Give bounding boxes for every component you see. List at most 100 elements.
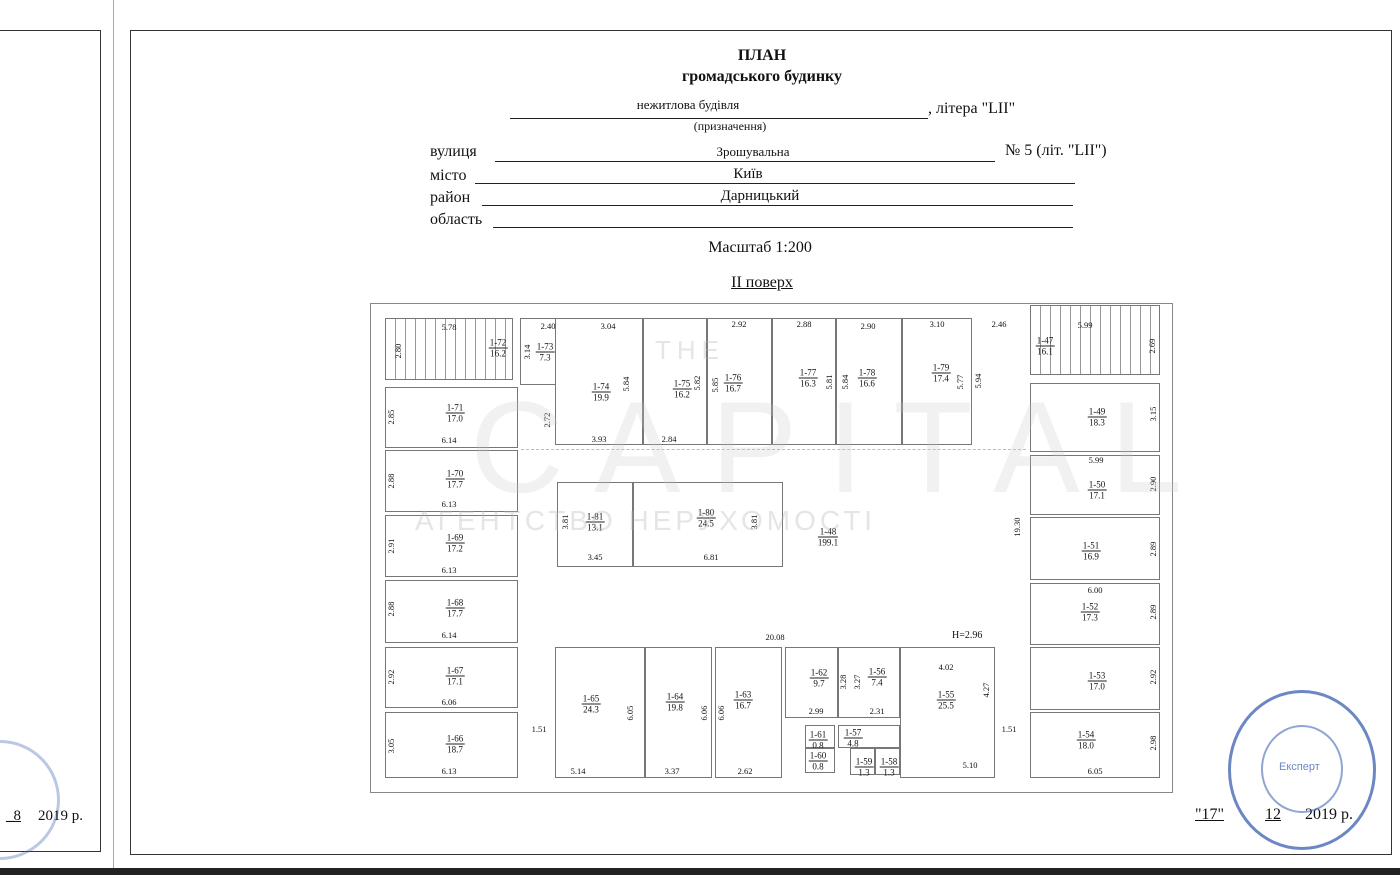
page-divider: [113, 0, 114, 870]
room-label: 1-47 16.1: [1035, 336, 1055, 357]
room-number: 1-50: [1087, 479, 1107, 491]
room-1-49: [1030, 383, 1160, 452]
room-area: 1.3: [858, 767, 870, 778]
dimension-label: 2.40: [540, 321, 556, 331]
room-1-59: [850, 748, 875, 775]
room-area: 17.1: [447, 676, 463, 687]
dimension-label: 3.28: [838, 674, 848, 690]
room-label: 1-80 24.5: [696, 508, 716, 529]
dimension-label: 6.06: [716, 705, 726, 721]
purpose-value: нежитлова будівля: [636, 97, 740, 112]
watermark-line3: АГЕНТСТВО НЕРУХОМОСТІ: [415, 505, 877, 536]
dimension-label: 2.88: [386, 473, 396, 489]
room-area: 19.9: [593, 392, 609, 403]
room-number: 1-72: [488, 337, 508, 349]
room-area: 17.0: [447, 413, 463, 424]
room-label: 1-66 18.7: [445, 734, 465, 755]
room-label: 1-69 17.2: [445, 533, 465, 554]
room-number: 1-55: [936, 689, 956, 701]
room-area: 4.8: [847, 738, 859, 749]
dimension-label: 6.00: [1087, 585, 1103, 595]
room-area: 199.1: [817, 537, 839, 548]
room-area: 16.7: [735, 700, 751, 711]
floor-label: II поверх: [731, 274, 793, 291]
stair-1-47: [1030, 305, 1160, 375]
room-label: 1-61 0.8: [808, 730, 828, 751]
room-1-79: [902, 318, 972, 445]
dimension-label: 2.88: [386, 601, 396, 617]
dimension-label: 6.14: [441, 435, 457, 445]
dimension-label: 5.14: [570, 766, 586, 776]
dimension-label: 2.89: [1148, 604, 1158, 620]
room-1-74: [555, 318, 643, 445]
room-number: 1-70: [445, 468, 465, 480]
room-area: 17.7: [447, 608, 463, 619]
room-label: 1-64 19.8: [665, 691, 685, 713]
dimension-label: 4.27: [981, 682, 991, 698]
room-label: 1-60 0.8: [808, 750, 828, 772]
room-number: 1-79: [931, 362, 951, 374]
room-label: 1-74 19.9: [591, 381, 611, 403]
room-number: 1-75: [672, 378, 692, 390]
room-label: 1-71 17.0: [445, 402, 465, 424]
room-number: 1-68: [445, 597, 465, 609]
dimension-label: 3.05: [386, 738, 396, 754]
dimension-label: 2.92: [1148, 669, 1158, 685]
room-label: 1-68 17.7: [445, 597, 465, 619]
room-label: 1-72 16.2: [488, 337, 508, 359]
room-area: 16.7: [725, 383, 741, 394]
room-1-78: [836, 318, 902, 445]
room-number: 1-81: [585, 511, 605, 523]
room-number: 1-60: [808, 750, 828, 762]
room-1-66: [385, 712, 518, 778]
official-stamp: Експерт: [1228, 690, 1376, 850]
room-area: 17.1: [1089, 490, 1105, 501]
dimension-label: 6.13: [441, 499, 457, 509]
room-label: 1-63 16.7: [733, 690, 753, 711]
room-1-70: [385, 450, 518, 512]
room-number: 1-76: [723, 372, 743, 384]
room-label: 1-67 17.1: [445, 666, 465, 687]
room-number: 1-64: [665, 691, 685, 703]
room-area: 19.8: [667, 702, 683, 713]
dimension-label: 3.14: [522, 344, 532, 360]
room-area: 16.3: [800, 378, 816, 389]
dimension-label: 2.89: [1148, 541, 1158, 557]
room-number: 1-71: [445, 402, 465, 414]
room-label: 1-75 16.2: [672, 378, 692, 400]
room-area: 17.2: [447, 543, 463, 554]
room-number: 1-57: [843, 727, 863, 739]
building-number: № 5 (літ. "LII"): [1005, 142, 1107, 159]
dimension-label: 3.10: [929, 319, 945, 329]
room-area: 24.3: [583, 704, 599, 715]
bottom-edge: [0, 868, 1400, 875]
room-label: 1-62 9.7: [809, 668, 829, 689]
dimension-label: 2.46: [991, 319, 1007, 329]
room-1-57: [838, 725, 900, 748]
purpose-line: [510, 118, 928, 119]
room-label: 1-77 16.3: [798, 368, 818, 389]
room-area: 1.3: [883, 767, 895, 778]
dimension-label: 2.88: [796, 319, 812, 329]
dimension-label: 5.10: [962, 760, 978, 770]
stamp-inner-ring: [1261, 725, 1343, 813]
room-area: 7.4: [871, 677, 883, 688]
room-label: 1-76 16.7: [723, 372, 743, 394]
dimension-label: 2.85: [386, 409, 396, 425]
room-1-68: [385, 580, 518, 643]
room-1-51: [1030, 517, 1160, 580]
room-area: 16.9: [1083, 551, 1099, 562]
dimension-label: 2.31: [869, 706, 885, 716]
room-label: 1-57 4.8: [843, 727, 863, 749]
room-1-62: [785, 647, 838, 718]
room-area: 0.8: [812, 761, 824, 772]
room-area: 0.8: [812, 740, 824, 751]
room-area: 24.5: [698, 518, 714, 529]
purpose-caption: (призначення): [693, 119, 767, 133]
left-date-day: _8: [6, 808, 21, 824]
room-number: 1-48: [817, 526, 839, 538]
room-1-67: [385, 647, 518, 708]
room-number: 1-74: [591, 381, 611, 393]
room-1-55: [900, 647, 995, 778]
floor-plan: 1-72 16.2 1-73 7.3 1-71 17.0 1-70 17.7 1-69 17.2 1…: [370, 303, 1173, 793]
